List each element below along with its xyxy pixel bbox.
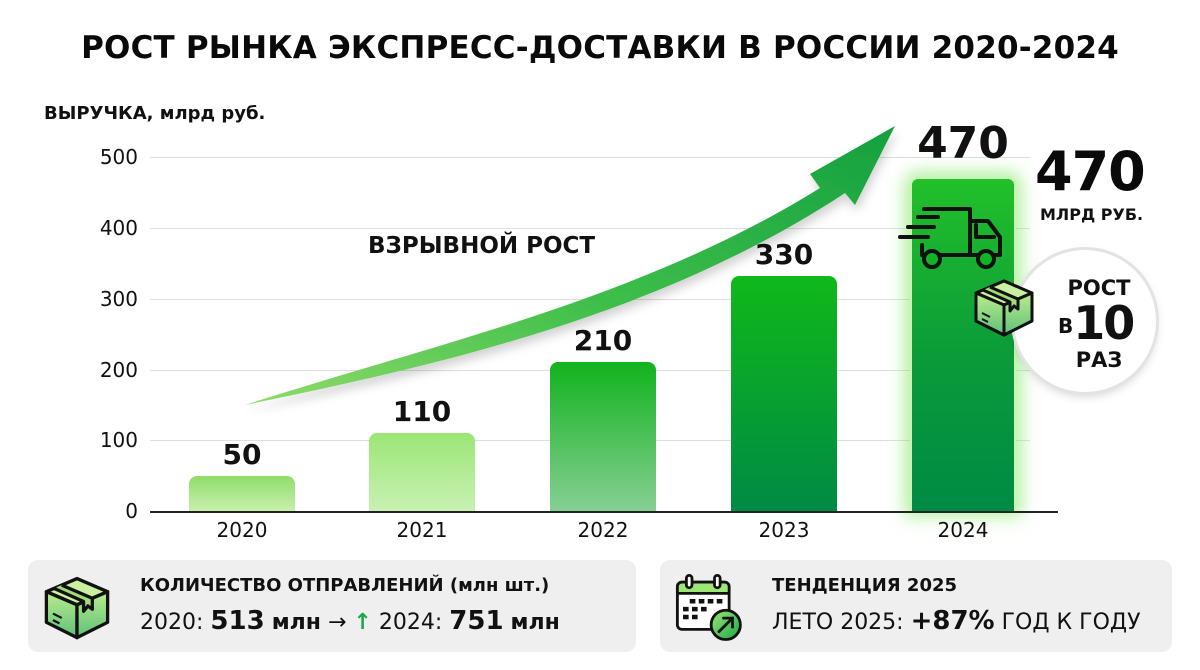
growth-badge-number: 10 [1073, 296, 1135, 350]
trend-value: +87% [910, 606, 995, 636]
shipments-title: КОЛИЧЕСТВО ОТПРАВЛЕНИЙ (млн шт.) [140, 575, 550, 596]
shipments-to-year: 2024: [378, 610, 443, 635]
bar-2022 [550, 362, 656, 511]
trend-title: ТЕНДЕНЦИЯ 2025 [772, 575, 958, 596]
shipments-unit-1: млн [271, 610, 321, 635]
trend-annotation: ВЗРЫВНОЙ РОСТ [368, 233, 596, 259]
growth-badge-middle: В10 [1058, 296, 1135, 350]
trend-suffix: ГОД К ГОДУ [1001, 610, 1141, 635]
bar-2021 [369, 433, 475, 511]
parcel-box-icon [974, 279, 1034, 337]
trend-prefix: ЛЕТО 2025: [772, 610, 904, 635]
delivery-truck-icon [898, 207, 1002, 269]
headline-unit: МЛРД РУБ. [1040, 205, 1144, 224]
bar-2023 [731, 276, 837, 511]
trend-values: ЛЕТО 2025: +87% ГОД К ГОДУ [772, 606, 1140, 636]
y-tick-100: 100 [99, 428, 138, 452]
bar-label-2021: 110 [392, 395, 452, 428]
x-tick-2023: 2023 [758, 518, 810, 542]
y-tick-300: 300 [99, 287, 138, 311]
shipments-card: КОЛИЧЕСТВО ОТПРАВЛЕНИЙ (млн шт.) 2020: 5… [28, 560, 636, 652]
chart-title: РОСТ РЫНКА ЭКСПРЕСС-ДОСТАВКИ В РОССИИ 20… [81, 30, 1119, 66]
shipments-unit-2: млн [510, 610, 560, 635]
up-arrow-icon: ↑ [353, 610, 372, 635]
y-tick-400: 400 [99, 216, 138, 240]
growth-badge: РОСТ В10 РАЗ [1014, 250, 1156, 392]
x-axis-line [150, 511, 1058, 513]
bar-label-2020: 50 [222, 438, 262, 471]
growth-badge-bottom: РАЗ [1075, 348, 1123, 372]
bar-label-2022: 210 [573, 324, 633, 357]
y-tick-200: 200 [99, 358, 138, 382]
x-tick-2024: 2024 [937, 518, 989, 542]
gridline-500 [150, 157, 1030, 158]
gridline-400 [150, 228, 1030, 229]
bar-label-2023: 330 [754, 238, 814, 271]
right-arrow-icon: → [327, 610, 347, 635]
y-tick-0: 0 [125, 499, 138, 523]
x-tick-2022: 2022 [577, 518, 629, 542]
bar-label-2024: 470 [917, 118, 1009, 169]
growth-badge-prefix: В [1058, 314, 1074, 338]
shipments-from-value: 513 [210, 606, 265, 636]
growth-badge-top: РОСТ [1067, 276, 1131, 300]
headline-value: 470 [1035, 140, 1146, 203]
bar-2020 [189, 476, 295, 511]
calendar-growth-icon [675, 573, 742, 641]
x-tick-2020: 2020 [216, 518, 268, 542]
bar-chart: 500 400 300 200 100 0 50 110 210 330 470… [99, 118, 1058, 542]
shipments-from-year: 2020: [140, 610, 204, 635]
y-axis-title: ВЫРУЧКА, млрд руб. [44, 103, 266, 124]
trend-card: ТЕНДЕНЦИЯ 2025 ЛЕТО 2025: +87% ГОД К ГОД… [660, 560, 1172, 652]
parcel-box-icon [44, 576, 110, 640]
x-tick-2021: 2021 [396, 518, 448, 542]
shipments-values: 2020: 513 млн → ↑ 2024: 751 млн [140, 606, 560, 636]
y-tick-500: 500 [99, 145, 138, 169]
shipments-to-value: 751 [449, 606, 504, 636]
